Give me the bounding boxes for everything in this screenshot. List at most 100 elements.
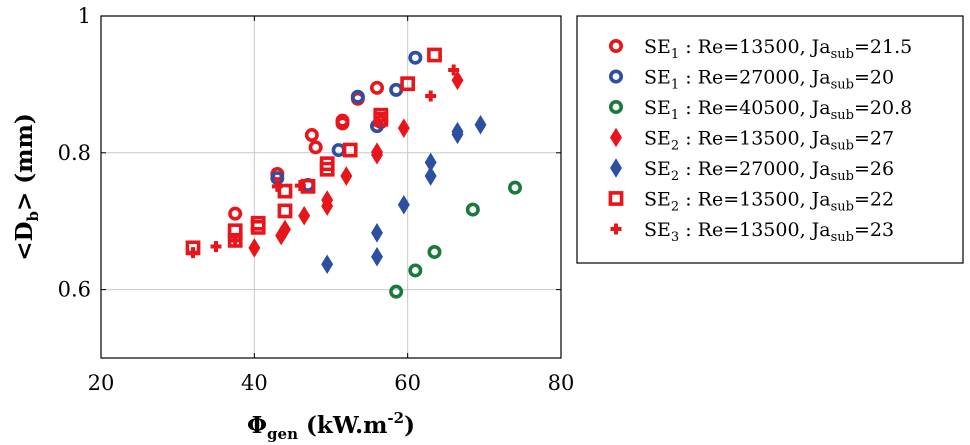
y-axis-label-open: <D: [11, 222, 38, 261]
data-point-series-7: [271, 180, 283, 192]
legend-marker-3: [608, 100, 623, 115]
legend-ja-sub: sub: [831, 78, 854, 93]
legend-index: 1: [671, 47, 679, 62]
legend-entry-3: SE1 : Re=40500, Jasub=20.8: [608, 97, 912, 123]
plot-area-frame: [100, 15, 562, 359]
legend-prefix: SE: [644, 189, 671, 211]
data-point-series-1: [369, 80, 384, 95]
legend-index: 2: [671, 200, 679, 215]
data-point-series-4: [248, 238, 261, 258]
legend-prefix: SE: [644, 158, 671, 180]
legend-prefix: SE: [644, 128, 671, 150]
legend-marker-2: [608, 69, 623, 84]
data-point-series-3: [389, 284, 404, 299]
legend-index: 3: [671, 230, 679, 245]
x-tick-label: 20: [88, 371, 115, 395]
data-point-series-7: [294, 180, 306, 192]
data-point-series-2: [331, 143, 346, 158]
legend-marker-5: [610, 158, 622, 178]
x-axis-label-sub: gen: [267, 425, 298, 443]
data-point-series-5: [371, 247, 383, 267]
legend-box: [576, 15, 964, 264]
legend-ja-value: =21.5: [854, 36, 912, 58]
data-point-series-6: [427, 47, 442, 63]
legend-ja-sub: sub: [831, 200, 854, 215]
legend-re-text: : Re=27000, Ja: [679, 67, 830, 89]
y-axis-label: <Db> (mm): [11, 113, 42, 260]
legend-prefix: SE: [644, 219, 671, 241]
legend-re-text: : Re=13500, Ja: [679, 189, 830, 211]
legend-ja-value: =20.8: [854, 97, 912, 119]
data-point-series-3: [427, 244, 442, 259]
legend-re-text: : Re=27000, Ja: [679, 158, 830, 180]
data-point-series-6: [342, 142, 358, 158]
legend-entry-5: SE2 : Re=27000, Jasub=26: [610, 158, 894, 184]
legend-entry-2: SE1 : Re=27000, Jasub=20: [608, 67, 894, 93]
legend-re-text: : Re=13500, Ja: [679, 128, 830, 150]
legend-label-6: SE2 : Re=13500, Jasub=22: [644, 189, 894, 215]
data-point-series-7: [229, 234, 241, 246]
y-tick-label: 1: [78, 4, 91, 28]
legend-marker-4: [610, 127, 622, 148]
data-point-series-6: [250, 215, 266, 231]
y-axis-label-sub: b: [24, 211, 42, 222]
data-point-series-6: [373, 107, 389, 123]
x-tick-label: 80: [548, 371, 575, 395]
data-point-series-1: [335, 113, 350, 128]
legend-label-2: SE1 : Re=27000, Jasub=20: [644, 67, 894, 93]
data-point-series-4: [397, 118, 410, 138]
data-point-series-7: [448, 64, 460, 76]
legend-entry-4: SE2 : Re=13500, Jasub=27: [610, 127, 894, 154]
legend-ja-value: =23: [854, 219, 894, 241]
x-axis-label-sup: -2: [387, 409, 404, 427]
x-axis-label-close: ): [404, 412, 415, 439]
data-point-series-3: [507, 180, 522, 195]
legend-index: 1: [671, 108, 679, 123]
legend-re-text: : Re=13500, Ja: [679, 36, 830, 58]
legend-entry-6: SE2 : Re=13500, Jasub=22: [608, 189, 894, 215]
data-point-series-3: [465, 202, 480, 217]
data-point-series-5: [474, 114, 487, 135]
legend-marker-6: [608, 191, 624, 206]
data-point-series-6: [400, 76, 416, 92]
data-point-series-2: [389, 82, 404, 97]
x-axis-label: Φgen (kW.m-2): [247, 409, 415, 443]
data-point-series-7: [425, 90, 437, 102]
legend-re-text: : Re=40500, Ja: [679, 97, 830, 119]
data-point-series-5: [451, 121, 464, 142]
legend-label-7: SE3 : Re=13500, Jasub=23: [644, 219, 894, 245]
legend-index: 2: [671, 139, 679, 154]
data-point-series-4: [371, 142, 383, 162]
legend-ja-value: =20: [854, 67, 894, 89]
legend-ja-sub: sub: [831, 230, 854, 245]
x-axis-label-unit: (kW.m: [306, 412, 387, 439]
data-point-series-4: [340, 166, 353, 186]
legend-index: 2: [671, 169, 679, 184]
data-point-series-4: [321, 190, 334, 210]
grid-lines: [100, 15, 562, 358]
legend-label-1: SE1 : Re=13500, Jasub=21.5: [644, 36, 912, 62]
x-tick-label: 60: [394, 371, 421, 395]
data-point-series-1: [304, 128, 319, 143]
data-point-series-4: [451, 70, 464, 91]
legend-entry-7: SE3 : Re=13500, Jasub=23: [610, 219, 894, 245]
legend-index: 1: [671, 78, 679, 93]
legend-ja-sub: sub: [831, 169, 854, 184]
data-point-series-6: [277, 203, 293, 219]
x-axis-label-base: Φ: [247, 412, 267, 439]
data-point-series-5: [424, 152, 437, 173]
data-point-series-1: [308, 140, 323, 155]
data-point-series-6: [277, 183, 293, 199]
legend-ja-value: =22: [854, 189, 894, 211]
legend-entry-1: SE1 : Re=13500, Jasub=21.5: [608, 36, 912, 62]
legend-ja-value: =26: [854, 158, 894, 180]
legend-prefix: SE: [644, 97, 671, 119]
data-point-series-5: [371, 223, 383, 243]
legend-label-5: SE2 : Re=27000, Jasub=26: [644, 158, 894, 184]
x-tick-label: 40: [241, 371, 268, 395]
data-point-series-6: [319, 156, 335, 172]
y-axis-label-close: > (mm): [11, 113, 38, 211]
data-point-series-5: [321, 254, 334, 275]
